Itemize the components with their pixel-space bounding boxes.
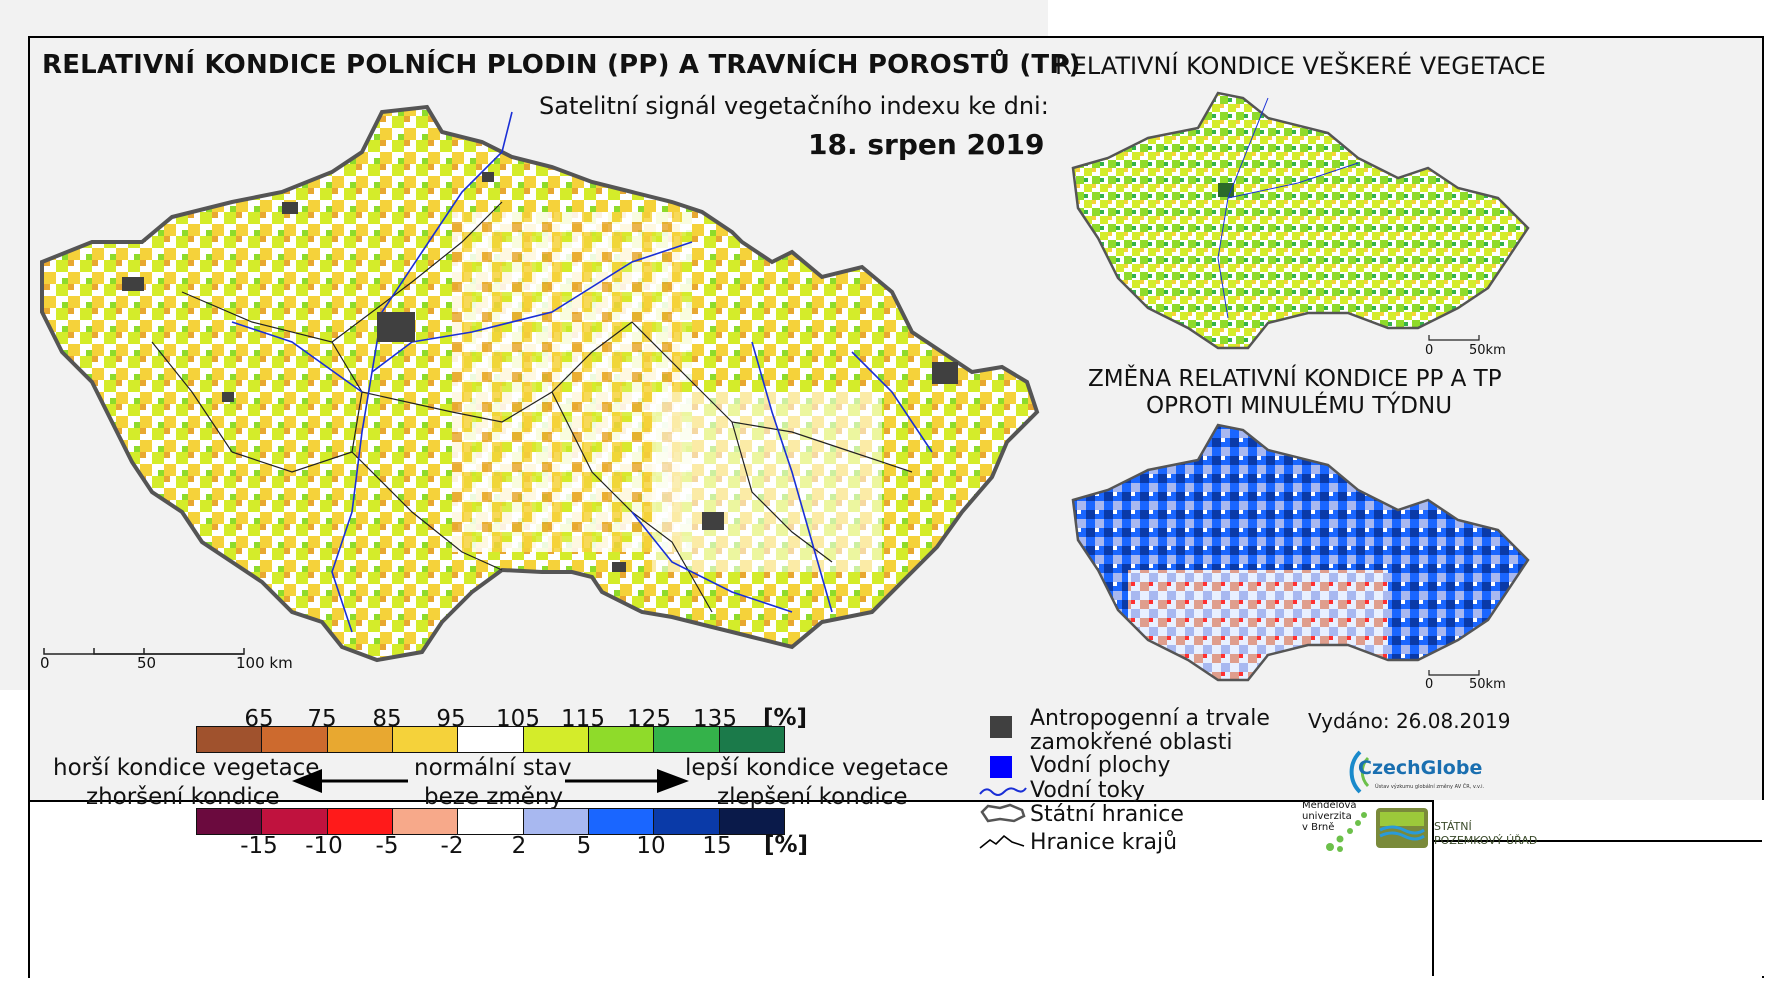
legend-swatch — [522, 808, 589, 835]
worse-label-line2: zhoršení kondice — [86, 784, 280, 810]
inset-vegetation-map[interactable] — [1068, 88, 1538, 358]
rivers-label: Vodní toky — [1030, 778, 1145, 803]
region-border-label: Hranice krajů — [1030, 830, 1178, 855]
mendel-line2: univerzita — [1302, 811, 1352, 822]
main-map-subtitle: Satelitní signál vegetačního indexu ke d… — [539, 92, 1049, 120]
change-tick: 2 — [511, 833, 527, 859]
spu-line2: POZEMKOVÝ ÚŘAD — [1434, 834, 1538, 847]
anthropogenic-swatch — [990, 716, 1012, 738]
arrow-right-icon — [565, 769, 689, 793]
legend-swatch — [196, 808, 263, 835]
legend-swatch — [653, 726, 720, 753]
legend-swatch — [326, 808, 393, 835]
change-scale-label-0: 0 — [1425, 677, 1434, 692]
spu-logo — [1376, 808, 1428, 848]
change-tick: -2 — [440, 833, 464, 859]
water-areas-label: Vodní plochy — [1030, 753, 1171, 778]
legend-swatch — [196, 726, 263, 753]
czechglobe-logo — [1349, 750, 1370, 794]
change-tick: -10 — [305, 833, 343, 859]
main-scale-label-100: 100 km — [236, 654, 293, 672]
state-border-icon — [980, 803, 1026, 823]
czechglobe-subtitle: Ústav výzkumu globální změny AV ČR, v.v.… — [1375, 784, 1485, 790]
mendel-line1: Mendelova — [1302, 800, 1357, 811]
change-scale-label-50: 50km — [1469, 677, 1506, 692]
better-label-line1: lepší kondice vegetace — [685, 755, 949, 781]
normal-label-line2: beze změny — [424, 784, 564, 810]
legend-swatch — [457, 726, 524, 753]
mendel-dots-icon — [1326, 812, 1367, 852]
main-scale-label-0: 0 — [40, 654, 50, 672]
inset-change-map[interactable] — [1068, 420, 1538, 690]
legend-swatch — [326, 726, 393, 753]
mendel-line3: v Brně — [1302, 822, 1335, 833]
legend-swatch — [392, 726, 459, 753]
legend-swatch — [261, 808, 328, 835]
condition-color-bar — [196, 726, 785, 753]
main-map-date: 18. srpen 2019 — [808, 128, 1045, 161]
legend-swatch — [261, 726, 328, 753]
change-tick: -15 — [240, 833, 278, 859]
worse-label-line1: horší kondice vegetace — [53, 755, 320, 781]
legend-swatch — [653, 808, 720, 835]
legend-swatch — [718, 808, 785, 835]
change-color-bar — [196, 808, 785, 835]
inset-change-title-line2: OPROTI MINULÉMU TÝDNU — [1146, 393, 1453, 419]
spu-line1: STÁTNÍ — [1434, 820, 1472, 833]
main-map[interactable] — [32, 92, 1052, 692]
legend-swatch — [588, 808, 655, 835]
legend-swatch — [588, 726, 655, 753]
change-tick: 5 — [576, 833, 592, 859]
issued-date: Vydáno: 26.08.2019 — [1308, 709, 1511, 733]
change-tick: -5 — [375, 833, 399, 859]
legend-swatch — [392, 808, 459, 835]
water-swatch — [990, 756, 1012, 778]
region-border-icon — [979, 834, 1025, 849]
legend-swatch — [457, 808, 524, 835]
change-tick: 15 — [702, 833, 732, 859]
arrow-left-icon — [292, 769, 408, 793]
legend-swatch — [522, 726, 589, 753]
anthropogenic-label-line2: zamokřené oblasti — [1030, 730, 1233, 755]
issued-divider — [1432, 840, 1762, 842]
legend-swatch — [718, 726, 785, 753]
main-scale-label-50: 50 — [137, 654, 157, 672]
normal-label-line1: normální stav — [414, 755, 572, 781]
veg-scale-label-0: 0 — [1425, 343, 1434, 358]
change-unit: [%] — [763, 832, 809, 858]
czechglobe-name: CzechGlobe — [1358, 757, 1483, 779]
veg-scale-label-50: 50km — [1469, 343, 1506, 358]
state-border-label: Státní hranice — [1030, 802, 1184, 827]
river-icon — [979, 787, 1027, 796]
anthropogenic-label-line1: Antropogenní a trvale — [1030, 706, 1270, 731]
state-border — [40, 104, 1040, 663]
inset-change-title-line1: ZMĚNA RELATIVNÍ KONDICE PP A TP — [1088, 366, 1502, 392]
issued-box — [1432, 800, 1764, 976]
main-scale-bar — [43, 648, 245, 655]
right-panel — [1048, 0, 1772, 36]
main-map-title: RELATIVNÍ KONDICE POLNÍCH PLODIN (PP) A … — [42, 50, 1081, 80]
change-tick: 10 — [636, 833, 666, 859]
inset-vegetation-title: RELATIVNÍ KONDICE VEŠKERÉ VEGETACE — [1055, 52, 1546, 80]
better-label-line2: zlepšení kondice — [717, 784, 908, 810]
